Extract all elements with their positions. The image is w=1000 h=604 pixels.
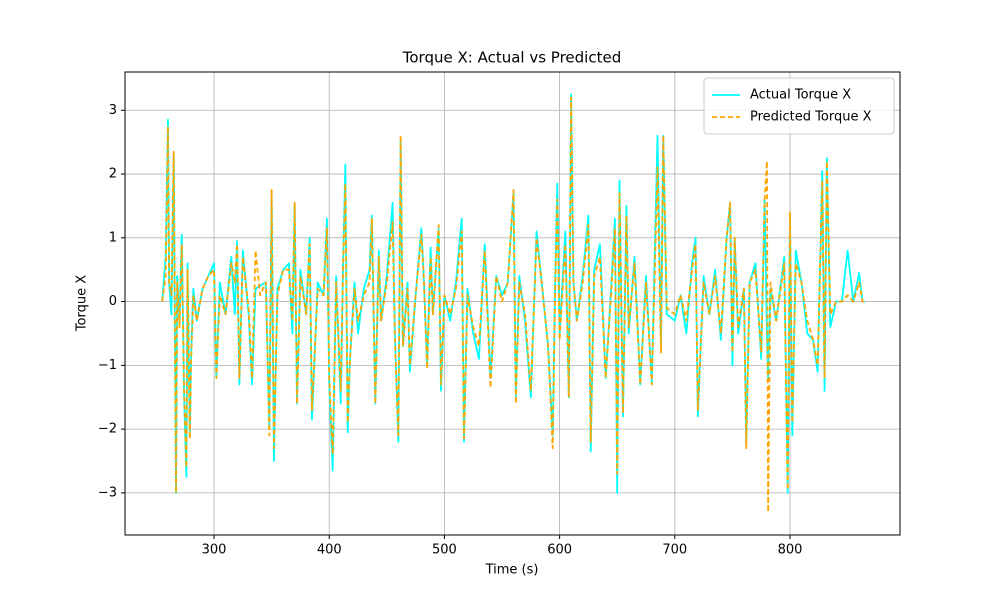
x-tick-label: 400 <box>317 543 342 558</box>
x-tick-label: 500 <box>432 543 457 558</box>
y-tick-label: −1 <box>98 358 117 373</box>
x-tick-label: 300 <box>202 543 227 558</box>
x-axis-label: Time (s) <box>485 563 539 578</box>
chart-title: Torque X: Actual vs Predicted <box>402 49 621 67</box>
data-line <box>161 96 865 513</box>
y-tick-label: −2 <box>98 422 117 437</box>
plot-frame <box>124 71 901 536</box>
x-tick-label: 600 <box>547 543 572 558</box>
legend-box <box>703 77 895 135</box>
y-tick-label: 2 <box>109 167 117 182</box>
legend-label: Predicted Torque X <box>750 110 872 125</box>
y-tick-label: 1 <box>109 230 117 245</box>
y-axis-label: Torque X <box>75 275 90 332</box>
y-tick-label: 3 <box>109 103 117 118</box>
legend-label: Actual Torque X <box>750 88 851 103</box>
x-tick-label: 800 <box>778 543 803 558</box>
x-tick-label: 700 <box>662 543 687 558</box>
y-tick-label: 0 <box>109 294 117 309</box>
y-tick-label: −3 <box>98 485 117 500</box>
